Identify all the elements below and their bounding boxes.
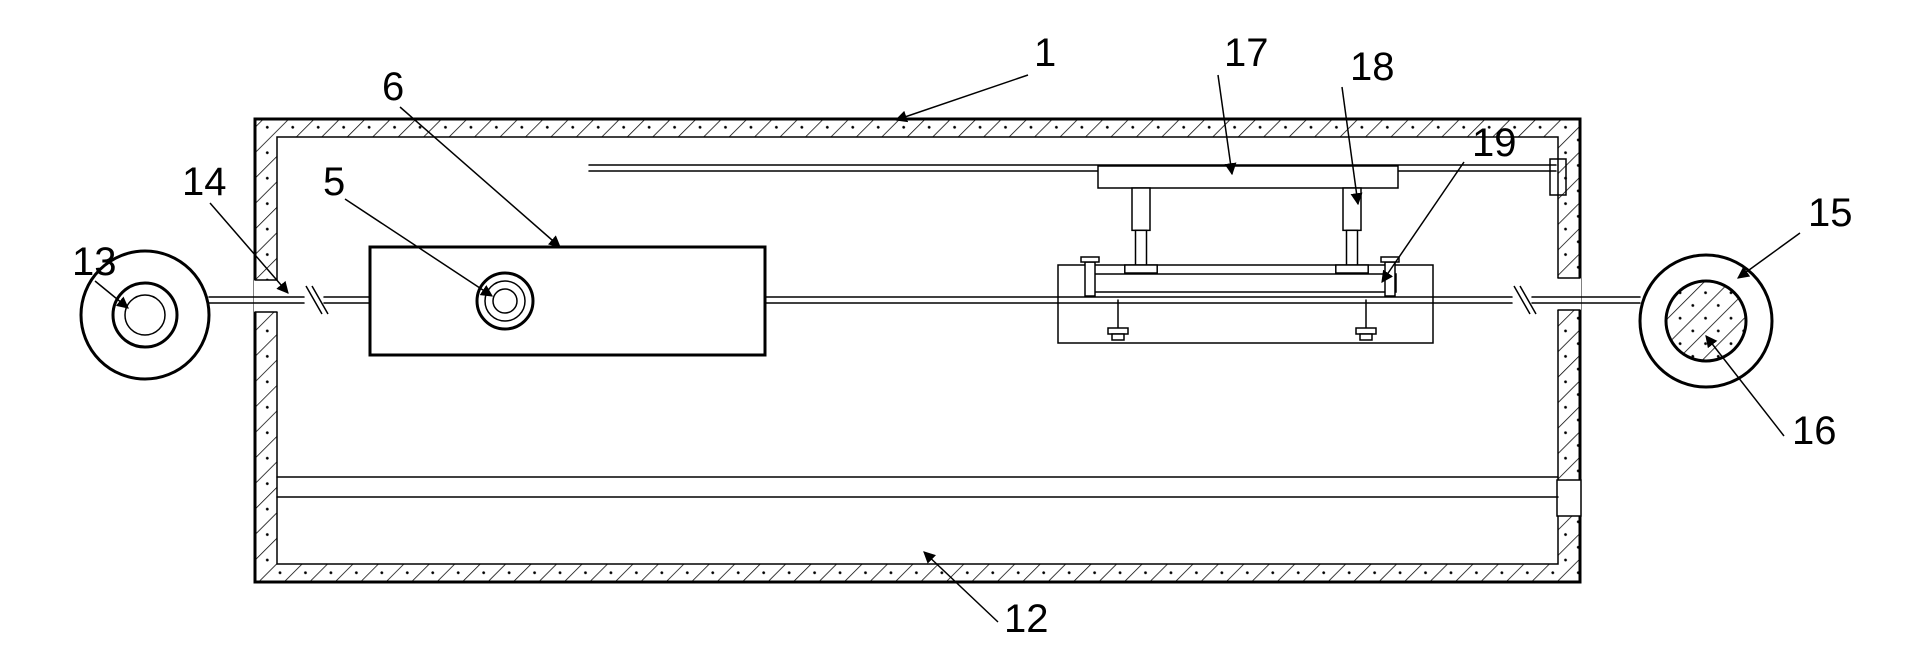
label-6: 6 [382, 65, 404, 109]
label-18: 18 [1350, 45, 1395, 89]
label-14: 14 [182, 160, 227, 204]
label-16: 16 [1792, 409, 1837, 453]
top-rail [589, 159, 1566, 195]
label-19: 19 [1472, 121, 1517, 165]
label-13: 13 [72, 240, 117, 284]
spool-15 [1640, 255, 1772, 387]
label-17: 17 [1224, 31, 1269, 75]
label-12: 12 [1004, 597, 1049, 641]
box-6 [370, 247, 765, 355]
leg-18 [1125, 188, 1157, 273]
plate-19 [1090, 274, 1396, 292]
core-16 [1666, 281, 1746, 361]
label-15: 15 [1808, 191, 1853, 235]
lower-panel [277, 477, 1558, 497]
press-assembly [1058, 166, 1433, 343]
label-5: 5 [323, 160, 345, 204]
diagram-canvas: 1651413171819151612 [0, 0, 1930, 647]
leg-18 [1336, 188, 1368, 273]
label-1: 1 [1034, 31, 1056, 75]
